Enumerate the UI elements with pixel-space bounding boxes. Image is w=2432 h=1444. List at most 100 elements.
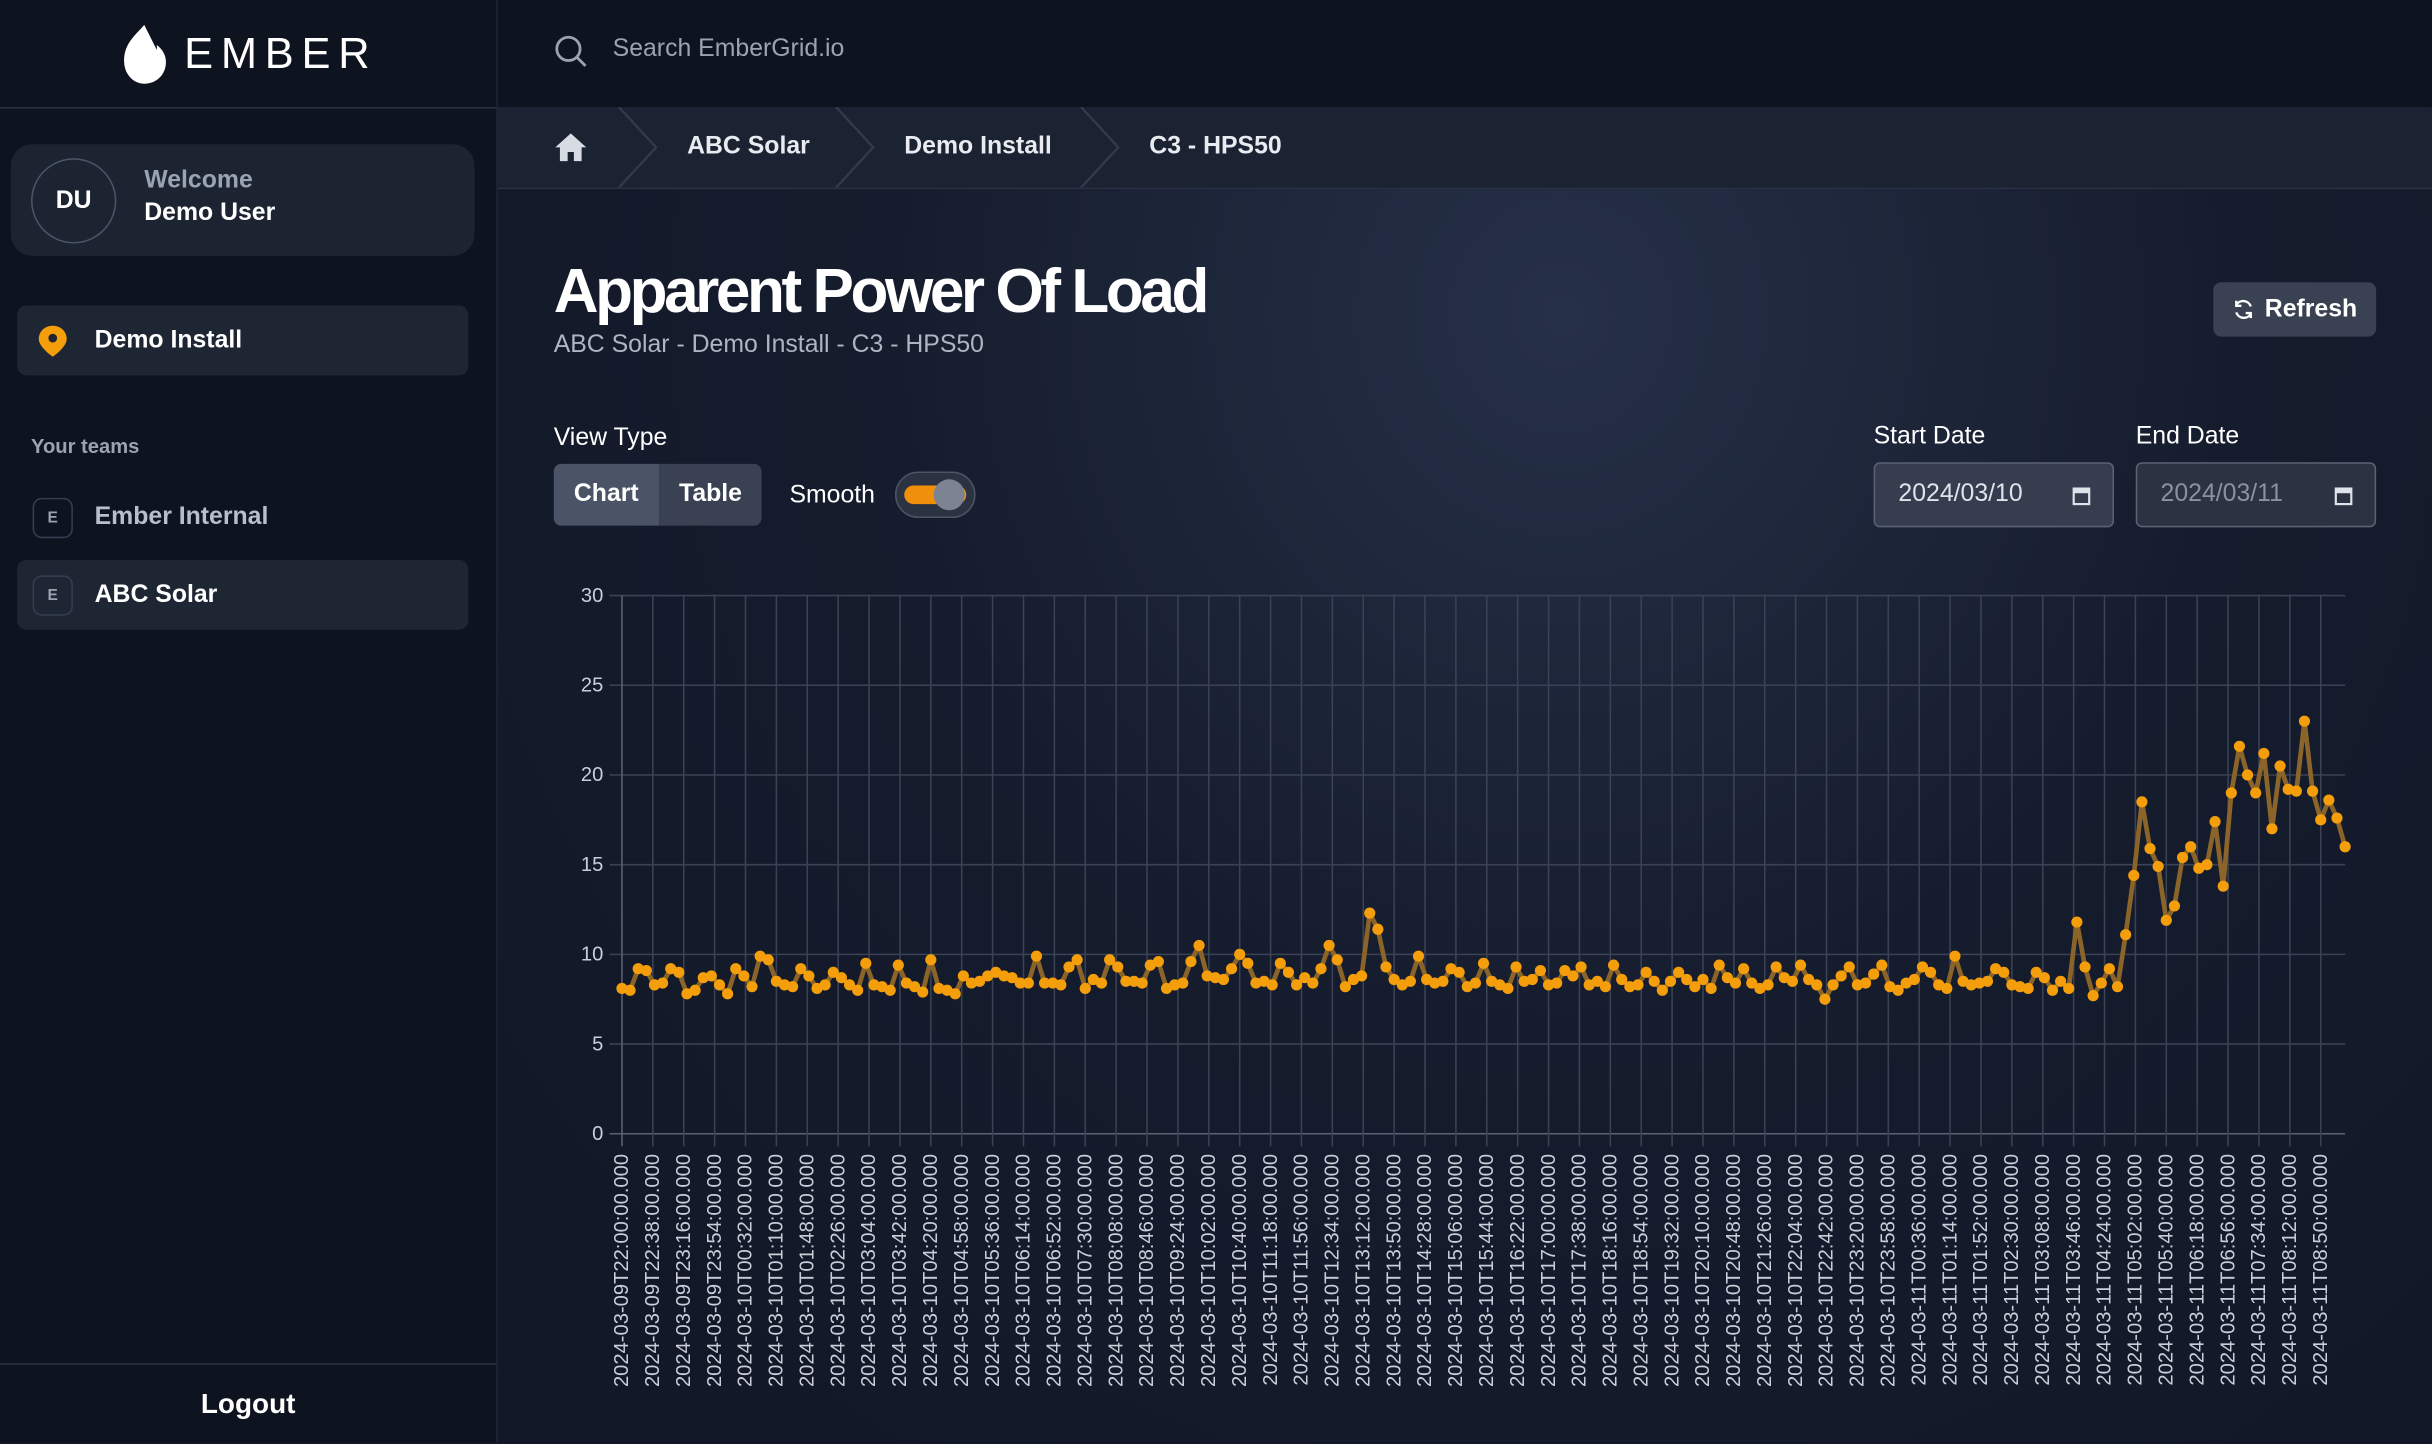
x-tick-label: 2024-03-10T22:42:00.000 [1816, 1154, 1838, 1387]
data-point [730, 963, 742, 975]
data-point [1924, 966, 1937, 978]
data-point [1746, 977, 1758, 989]
x-tick-label: 2024-03-10T11:18:00.000 [1260, 1154, 1282, 1386]
data-point [1339, 981, 1351, 993]
sidebar-item-label: Demo Install [94, 326, 243, 353]
breadcrumb-abc-solar[interactable]: ABC Solar [687, 133, 810, 160]
data-point [908, 981, 921, 993]
data-point [1632, 979, 1644, 991]
logo[interactable]: EMBER [0, 0, 497, 109]
end-date-input[interactable]: 2024/03/11 [2135, 462, 2377, 528]
x-tick-label: 2024-03-11T05:02:00.000 [2125, 1154, 2147, 1386]
refresh-button[interactable]: Refresh [2213, 282, 2377, 337]
start-date-label: Start Date [1873, 423, 1986, 450]
data-point [2087, 990, 2099, 1002]
x-tick-label: 2024-03-11T06:56:00.000 [2217, 1154, 2239, 1386]
x-tick-label: 2024-03-11T06:18:00.000 [2186, 1154, 2208, 1386]
x-tick-label: 2024-03-10T06:14:00.000 [1013, 1154, 1035, 1387]
page-subtitle: ABC Solar - Demo Install - C3 - HPS50 [553, 331, 984, 359]
data-point [1835, 970, 1847, 982]
data-point [1071, 954, 1083, 966]
data-point [2160, 914, 2172, 926]
data-point [860, 957, 872, 969]
x-tick-label: 2024-03-11T08:12:00.000 [2279, 1154, 2301, 1386]
data-point [819, 979, 831, 991]
data-point [1876, 959, 1888, 971]
data-point [1729, 977, 1742, 989]
data-point [1526, 973, 1538, 986]
data-point [1551, 977, 1563, 989]
x-tick-label: 2024-03-10T22:04:00.000 [1785, 1154, 1807, 1387]
x-tick-label: 2024-03-10T15:06:00.000 [1445, 1154, 1467, 1387]
logout-button[interactable]: Logout [0, 1363, 497, 1444]
data-point [1136, 977, 1148, 989]
x-tick-label: 2024-03-10T11:56:00.000 [1291, 1154, 1313, 1386]
data-point [1242, 957, 1254, 969]
data-point [1193, 939, 1205, 951]
x-tick-label: 2024-03-10T17:38:00.000 [1569, 1154, 1591, 1387]
calendar-icon[interactable] [2072, 485, 2091, 506]
data-point [2128, 869, 2140, 882]
y-tick-label: 30 [581, 585, 603, 607]
data-point [1266, 979, 1278, 991]
sidebar-item-ember-internal[interactable]: E Ember Internal [17, 482, 468, 552]
data-point [1559, 964, 1571, 977]
view-chart-button[interactable]: Chart [553, 463, 659, 526]
data-point [1014, 977, 1026, 989]
calendar-icon[interactable] [2334, 485, 2353, 506]
data-point [1412, 950, 1425, 962]
page-title: Apparent Power Of Load [553, 257, 1210, 326]
breadcrumb-demo-install[interactable]: Demo Install [904, 133, 1052, 160]
data-point [2079, 961, 2091, 973]
data-point [1803, 973, 1815, 986]
location-pin-icon [38, 325, 67, 357]
data-point [1567, 970, 1579, 982]
start-date-value: 2024/03/10 [1898, 480, 2023, 508]
sidebar-item-demo-install[interactable]: Demo Install [17, 305, 469, 376]
data-point [1364, 907, 1376, 919]
data-point [2111, 981, 2124, 993]
data-point [2120, 929, 2132, 941]
start-date-input[interactable]: 2024/03/10 [1873, 462, 2115, 528]
data-point [2071, 916, 2083, 928]
x-tick-label: 2024-03-11T07:34:00.000 [2248, 1154, 2270, 1386]
view-table-button[interactable]: Table [658, 463, 763, 526]
data-point [827, 966, 839, 978]
x-tick-label: 2024-03-10T09:24:00.000 [1167, 1154, 1189, 1387]
sidebar-item-label: Ember Internal [94, 503, 269, 530]
data-point [1307, 977, 1319, 989]
data-point [787, 981, 799, 993]
home-icon[interactable] [555, 133, 587, 162]
data-point [843, 979, 856, 991]
x-tick-label: 2024-03-10T01:10:00.000 [766, 1154, 788, 1387]
y-tick-label: 10 [581, 944, 603, 966]
breadcrumb-c3-hps50[interactable]: C3 - HPS50 [1149, 133, 1282, 160]
search-input[interactable] [609, 34, 1392, 66]
data-point [1282, 966, 1295, 978]
data-point [1859, 977, 1872, 989]
y-tick-label: 0 [592, 1123, 603, 1145]
data-point [1039, 977, 1051, 989]
user-card[interactable]: DU Welcome Demo User [10, 144, 475, 256]
data-point [1404, 975, 1416, 987]
x-tick-label: 2024-03-10T15:44:00.000 [1476, 1154, 1498, 1387]
sidebar-item-abc-solar[interactable]: E ABC Solar [17, 559, 469, 630]
data-point [673, 966, 685, 978]
data-point [713, 979, 726, 991]
data-point [949, 988, 961, 1000]
brand-name: EMBER [184, 28, 378, 77]
data-point [1868, 968, 1880, 980]
data-point [1152, 955, 1164, 968]
data-point [2022, 982, 2034, 995]
data-point [1030, 950, 1043, 962]
smooth-toggle[interactable] [894, 471, 976, 519]
data-point [2176, 851, 2189, 864]
data-point [2290, 785, 2302, 797]
top-bar [497, 0, 2432, 108]
data-point [1315, 963, 1327, 975]
team-badge: E [32, 575, 73, 616]
x-tick-label: 2024-03-11T00:36:00.000 [1908, 1154, 1930, 1386]
x-tick-label: 2024-03-10T17:00:00.000 [1538, 1154, 1560, 1387]
x-tick-label: 2024-03-10T04:20:00.000 [920, 1154, 942, 1387]
avatar: DU [31, 158, 117, 244]
